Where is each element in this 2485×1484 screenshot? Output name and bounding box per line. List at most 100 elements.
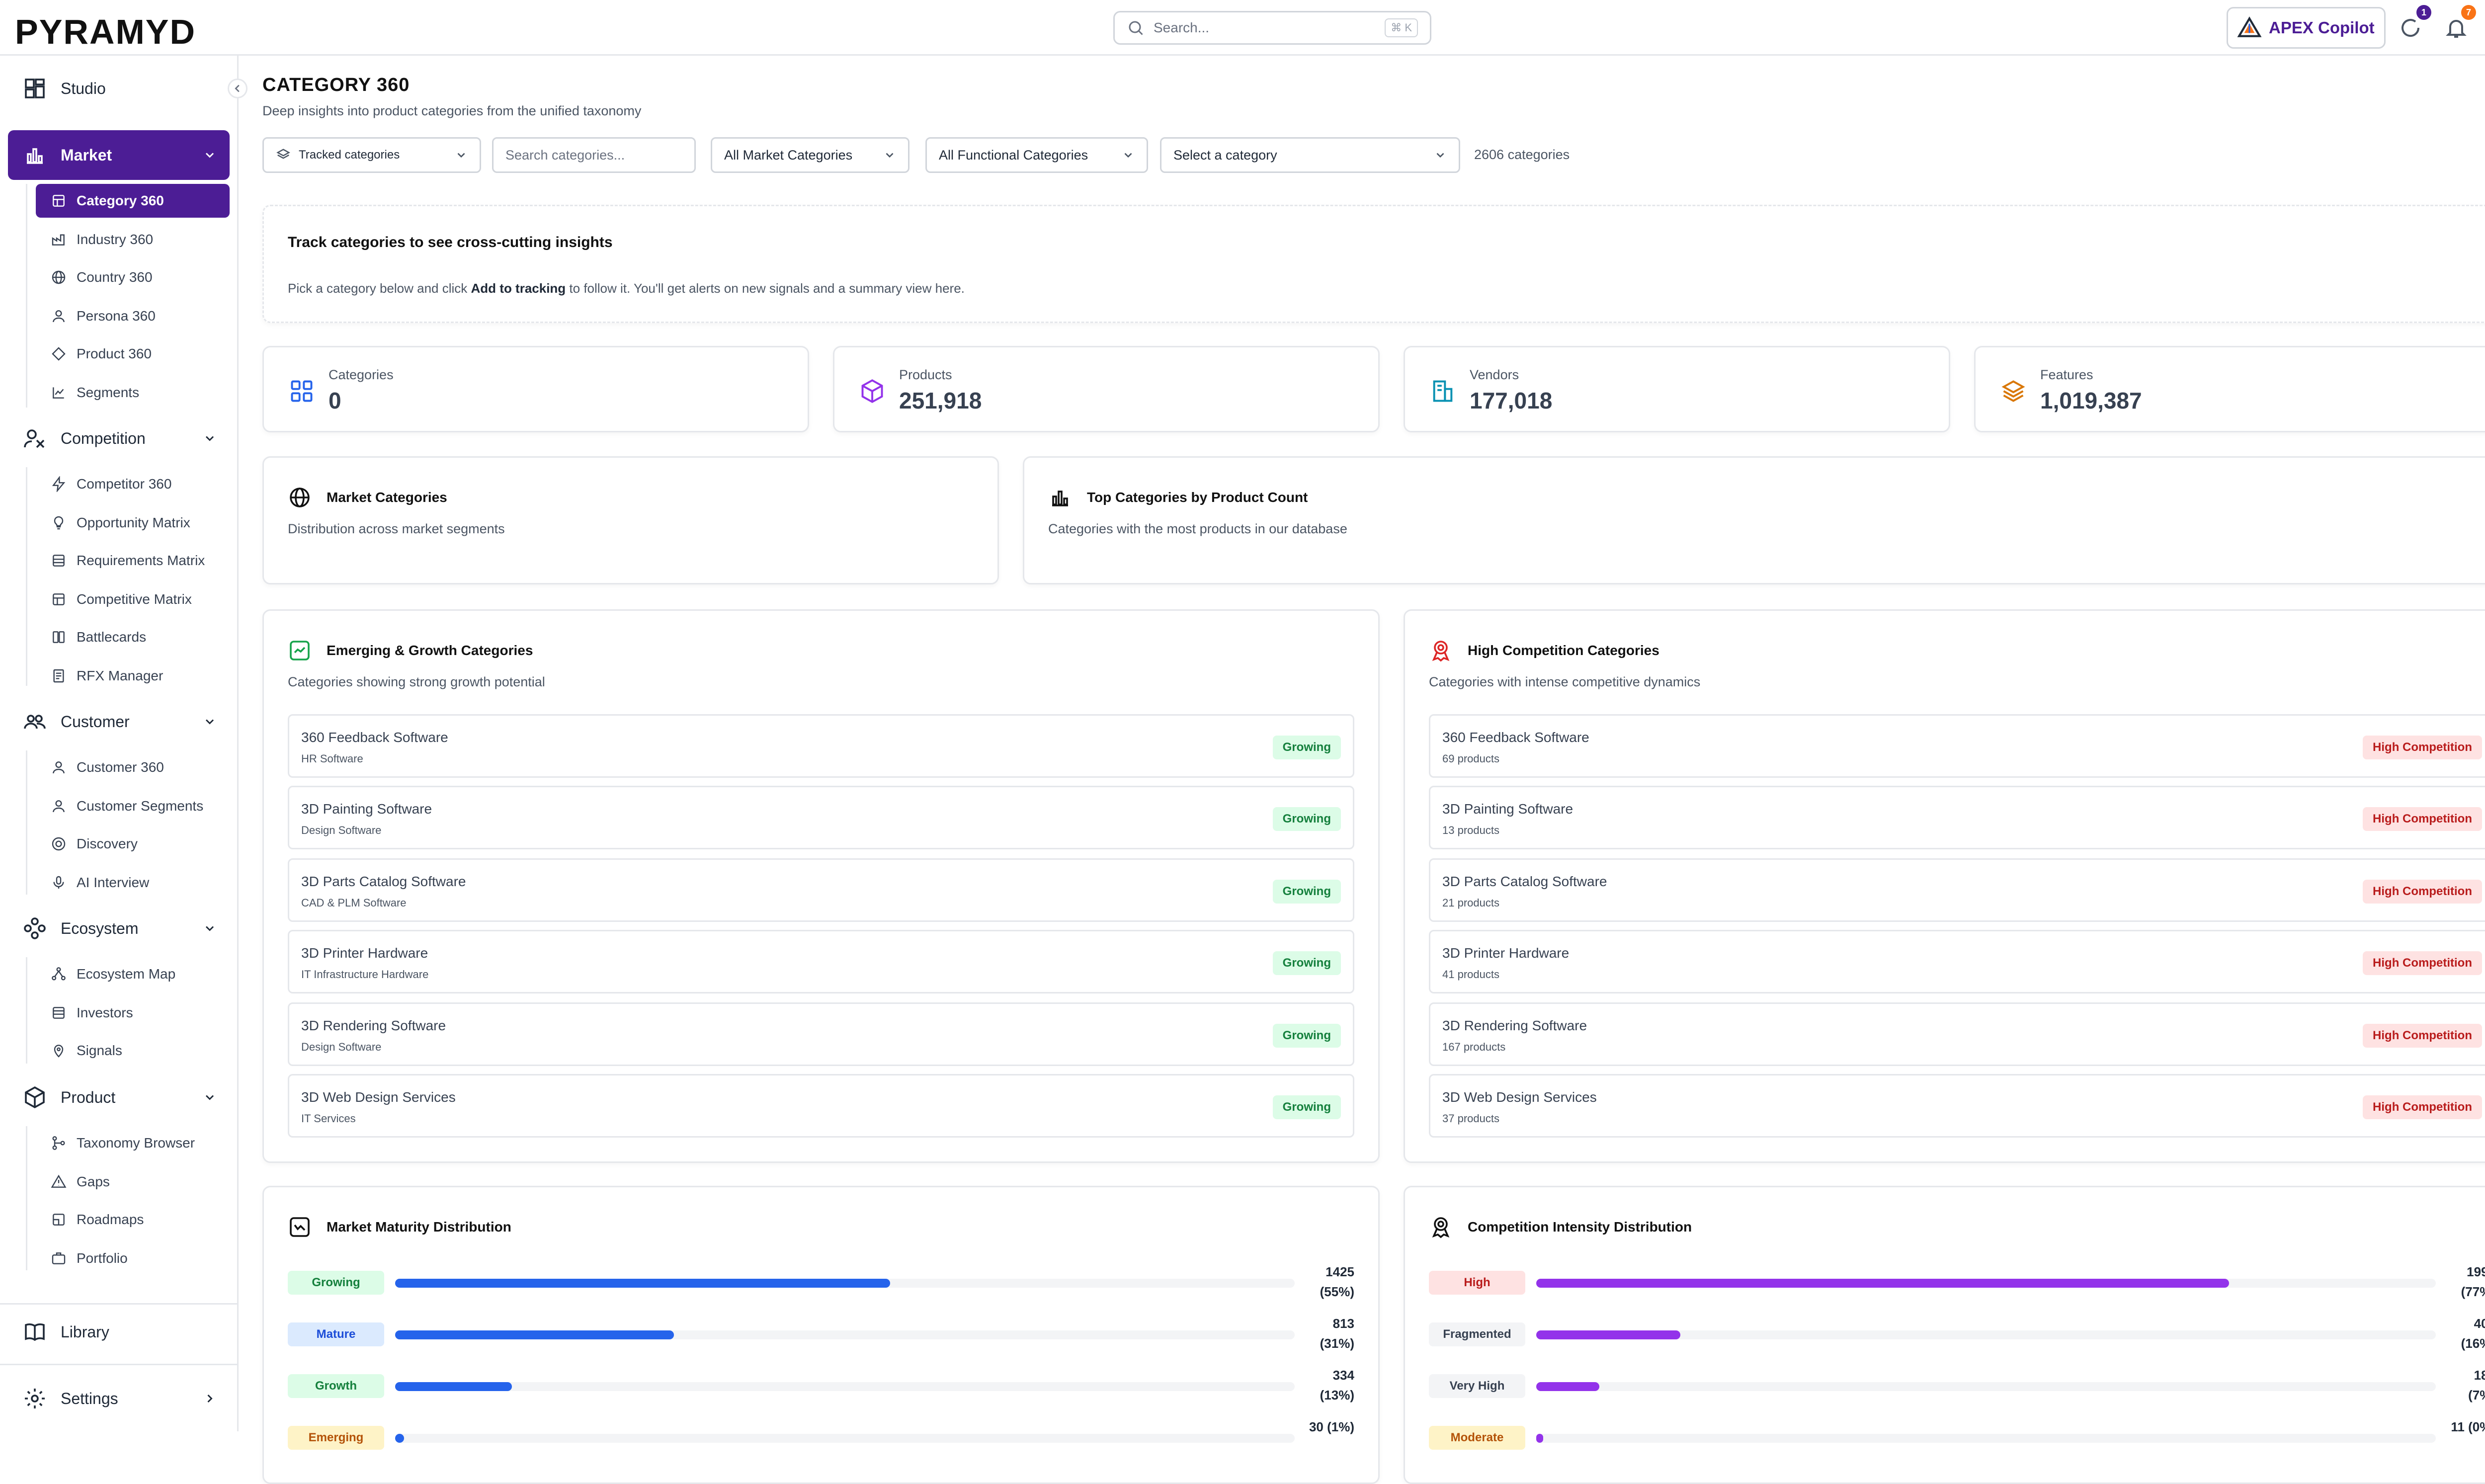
sidebar-item-label: Customer 360 (77, 759, 164, 775)
sidebar-item-country-360[interactable]: Country 360 (36, 260, 230, 294)
chevron-down-icon (1436, 153, 1444, 158)
list-item[interactable]: 3D Web Design Services IT Services Growing (288, 1074, 1354, 1138)
distribution-percent: (31%) (1320, 1336, 1354, 1351)
package-icon (861, 379, 883, 403)
sidebar-item-competitive-matrix[interactable]: Competitive Matrix (36, 582, 230, 616)
sidebar-item-label: Signals (77, 1043, 122, 1058)
top-categories-title: Top Categories by Product Count (1087, 490, 1308, 505)
stat-label: Categories (329, 367, 394, 382)
sidebar-ecosystem-label: Ecosystem (61, 919, 139, 937)
layout-grid-icon (25, 79, 45, 98)
collapse-sidebar-button[interactable] (228, 79, 248, 98)
sidebar-tree-line (26, 1126, 27, 1270)
list-item[interactable]: 3D Painting Software 13 products High Comp… (1429, 786, 2485, 849)
sidebar-ecosystem[interactable]: Ecosystem (8, 904, 230, 953)
global-search[interactable]: Search... ⌘ K (1113, 11, 1431, 45)
sidebar-competition[interactable]: Competition (8, 413, 230, 463)
network-icon (52, 967, 66, 981)
bell-icon[interactable] (2444, 16, 2468, 40)
sidebar-item-label: Ecosystem Map (77, 966, 176, 982)
maturity-distribution-card: Market Maturity Distribution Growing 1425… (262, 1186, 1380, 1484)
list-item[interactable]: 3D Rendering Software 167 products High Co… (1429, 1002, 2485, 1066)
target-icon (52, 837, 66, 851)
distribution-track (395, 1382, 1295, 1391)
distribution-percent: (77%) (2461, 1284, 2485, 1299)
category-parent: IT Services (301, 1112, 356, 1125)
product-count: 69 products (1442, 752, 1499, 765)
category-name: 3D Parts Catalog Software (301, 874, 466, 889)
list-item[interactable]: 3D Printer Hardware IT Infrastructure Har… (288, 930, 1354, 993)
category-name: 3D Painting Software (1442, 801, 1574, 817)
sidebar-item-taxonomy-browser[interactable]: Taxonomy Browser (36, 1126, 230, 1160)
sidebar-item-label: Portfolio (77, 1250, 128, 1266)
sidebar-item-battlecards[interactable]: Battlecards (36, 620, 230, 654)
emerging-categories-card: Emerging & Growth Categories Categories … (262, 609, 1380, 1163)
page-subtitle: Deep insights into product categories fr… (262, 103, 642, 118)
list-item[interactable]: 3D Parts Catalog Software 21 products High… (1429, 858, 2485, 922)
functional-categories-select[interactable]: All Functional Categories (925, 137, 1148, 173)
search-icon (1129, 21, 1143, 35)
list-item[interactable]: 3D Parts Catalog Software CAD & PLM Softw… (288, 858, 1354, 922)
notifications-badge: 7 (2461, 5, 2476, 20)
distribution-value: 11 (0%) (2451, 1417, 2485, 1437)
sidebar-item-industry-360[interactable]: Industry 360 (36, 223, 230, 256)
sidebar-item-roadmaps[interactable]: Roadmaps (36, 1203, 230, 1237)
sidebar-product[interactable]: Product (8, 1072, 230, 1122)
distribution-row: Emerging 30 (1%) (288, 1417, 1354, 1462)
apex-copilot-button[interactable]: APEX Copilot (2227, 7, 2386, 49)
sidebar-market[interactable]: Market (8, 130, 230, 180)
sidebar-item-ai-interview[interactable]: AI Interview (36, 866, 230, 900)
category-parent: Design Software (301, 1041, 382, 1053)
distribution-row: Mature 813 (31%) (288, 1314, 1354, 1358)
sync-icon[interactable] (2399, 16, 2422, 40)
stat-value: 177,018 (1470, 388, 1553, 413)
award-icon (1432, 1217, 1450, 1238)
sidebar-item-category-360[interactable]: Category 360 (36, 184, 230, 218)
sidebar-item-product-360[interactable]: Product 360 (36, 337, 230, 371)
list-item[interactable]: 360 Feedback Software HR Software Growing (288, 714, 1354, 778)
distribution-bar (395, 1434, 405, 1443)
product-count: 37 products (1442, 1112, 1499, 1125)
stat-card-features: Features 1,019,387 (1974, 346, 2485, 432)
user-icon (53, 800, 65, 813)
sidebar-item-rfx-manager[interactable]: RFX Manager (36, 659, 230, 693)
sidebar-item-competitor-360[interactable]: Competitor 360 (36, 467, 230, 501)
tracked-categories-dropdown[interactable]: Tracked categories (262, 137, 481, 173)
line-chart-icon (53, 387, 64, 399)
sidebar-customer[interactable]: Customer (8, 697, 230, 746)
sidebar-item-persona-360[interactable]: Persona 360 (36, 299, 230, 333)
sidebar-item-investors[interactable]: Investors (36, 996, 230, 1030)
sidebar-settings[interactable]: Settings (8, 1374, 230, 1423)
list-item[interactable]: 3D Rendering Software Design Software Grow… (288, 1002, 1354, 1066)
search-categories-input[interactable]: Search categories... (492, 137, 696, 173)
market-categories-select[interactable]: All Market Categories (711, 137, 910, 173)
sidebar-item-segments[interactable]: Segments (36, 376, 230, 410)
sidebar-item-label: Competitor 360 (77, 476, 172, 492)
page-title: CATEGORY 360 (262, 75, 410, 95)
app-logo[interactable]: PYRAMYD (15, 12, 196, 51)
stat-label: Features (2040, 367, 2093, 382)
sidebar-studio[interactable]: Studio (8, 64, 230, 113)
distribution-bar (395, 1330, 674, 1339)
list-item[interactable]: 360 Feedback Software 69 products High Com… (1429, 714, 2485, 778)
sidebar-item-customer-segments[interactable]: Customer Segments (36, 789, 230, 823)
sidebar-item-gaps[interactable]: Gaps (36, 1165, 230, 1199)
sidebar-item-discovery[interactable]: Discovery (36, 827, 230, 861)
sidebar-item-signals[interactable]: Signals (36, 1034, 230, 1068)
distribution-track (395, 1330, 1295, 1339)
list-item[interactable]: 3D Painting Software Design Software Growi… (288, 786, 1354, 849)
category-name: 3D Web Design Services (301, 1089, 456, 1105)
sidebar-item-requirements-matrix[interactable]: Requirements Matrix (36, 544, 230, 577)
search-categories-placeholder: Search categories... (505, 147, 625, 163)
file-list-icon (53, 669, 64, 683)
sidebar-item-portfolio[interactable]: Portfolio (36, 1241, 230, 1275)
list-item[interactable]: 3D Web Design Services 37 products High Co… (1429, 1074, 2485, 1138)
category-select[interactable]: Select a category (1160, 137, 1460, 173)
sidebar-library[interactable]: Library (8, 1307, 230, 1357)
building-icon (1433, 380, 1453, 402)
sidebar-item-opportunity-matrix[interactable]: Opportunity Matrix (36, 506, 230, 540)
list-item[interactable]: 3D Printer Hardware 41 products High Compe… (1429, 930, 2485, 993)
sidebar-item-ecosystem-map[interactable]: Ecosystem Map (36, 957, 230, 991)
sidebar-item-customer-360[interactable]: Customer 360 (36, 750, 230, 784)
sidebar-item-label: Requirements Matrix (77, 553, 205, 568)
